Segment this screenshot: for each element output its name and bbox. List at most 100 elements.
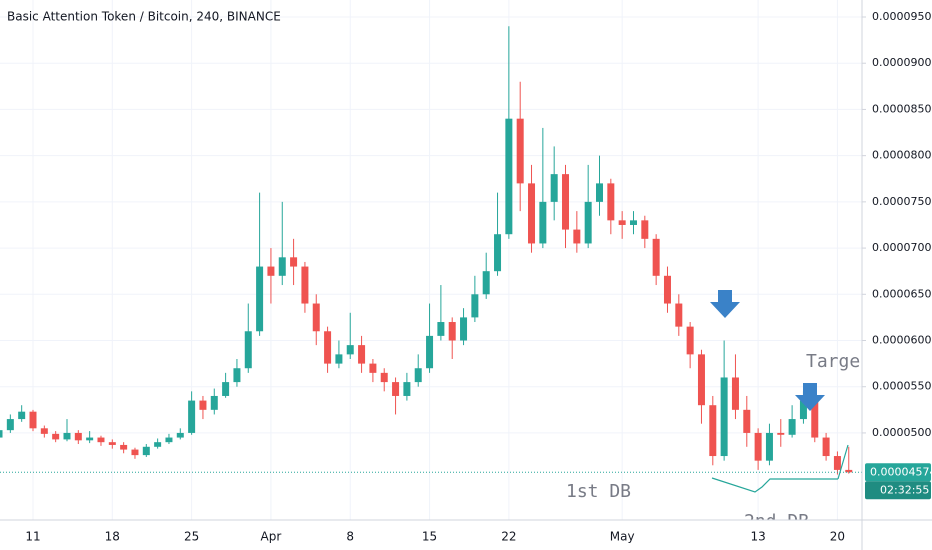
candle-body — [460, 317, 468, 341]
candle-body — [709, 405, 717, 457]
candle-body — [210, 395, 218, 410]
arrow-down — [795, 383, 825, 411]
candle-body — [97, 437, 105, 443]
x-tick-label: Apr — [261, 530, 282, 544]
pattern-line — [837, 444, 849, 480]
y-tick-label: 0.00009000 — [872, 56, 932, 69]
candle-body — [154, 442, 162, 447]
candle-body — [448, 322, 456, 341]
candle-body — [244, 331, 252, 369]
candle-body — [176, 432, 184, 438]
candle-body — [697, 354, 705, 406]
candle-body — [324, 331, 332, 364]
candle-body — [0, 430, 3, 438]
y-tick-label: 0.00007000 — [872, 241, 932, 254]
candle-body — [629, 220, 637, 225]
candle-body — [358, 345, 366, 364]
candle-body — [652, 238, 660, 276]
candle-body — [74, 432, 82, 441]
candle-body — [799, 400, 807, 420]
x-tick-label: 25 — [184, 530, 199, 544]
y-tick-label: 0.00007500 — [872, 195, 932, 208]
candle-body — [607, 183, 615, 221]
time-axis-bg — [0, 520, 932, 550]
candle-body — [562, 174, 570, 230]
candle-body — [108, 442, 116, 445]
annotation: 1st DB — [566, 481, 631, 502]
candle-body — [573, 229, 581, 244]
y-tick-label: 0.00005000 — [872, 426, 932, 439]
candle-body — [278, 257, 286, 276]
candle-body — [550, 174, 558, 202]
candle-body — [142, 446, 150, 456]
candle-body — [788, 419, 796, 435]
candle-body — [731, 377, 739, 410]
countdown-label: 02:32:55 — [880, 483, 929, 496]
x-tick-label: May — [610, 530, 635, 544]
candle-body — [256, 266, 264, 332]
pattern-line — [711, 477, 838, 493]
candle-body — [426, 335, 434, 369]
y-tick-label: 0.00006000 — [872, 334, 932, 347]
candle-body — [131, 449, 139, 456]
candle-body — [18, 411, 26, 420]
candle-body — [6, 419, 14, 431]
candle-body — [267, 266, 275, 276]
axes: 0.00005000 0.00005500 0.00006000 0.00006500… — [25, 10, 932, 543]
candle-body — [596, 183, 603, 202]
candle-body — [437, 322, 445, 336]
candle-body — [811, 400, 819, 438]
candle-body — [346, 345, 354, 355]
last-price-box — [865, 463, 931, 482]
x-tick-label: 13 — [750, 530, 765, 544]
candle-body — [222, 382, 230, 396]
y-tick-label: 0.00008500 — [872, 102, 932, 115]
candle-body — [822, 437, 830, 457]
candle-body — [618, 220, 626, 225]
x-tick-label: 22 — [501, 530, 516, 544]
price-axis-bg — [862, 0, 932, 550]
countdown-box — [865, 481, 931, 500]
y-tick-label: 0.00006500 — [872, 287, 932, 300]
candle-body — [505, 118, 513, 235]
x-tick-label: 8 — [346, 530, 354, 544]
last-price-label: 0.00004574 — [870, 465, 932, 478]
candle-body — [743, 409, 751, 433]
candle-body — [675, 303, 683, 327]
candle-body — [584, 201, 592, 244]
candle-body — [765, 432, 773, 461]
candle-body — [392, 382, 400, 396]
candle-body — [120, 444, 128, 450]
candle-body — [312, 303, 320, 332]
candle-body — [414, 368, 422, 383]
candle-body — [335, 354, 343, 364]
candle-body — [165, 437, 173, 443]
x-tick-label: 11 — [25, 530, 40, 544]
candle-body — [233, 368, 241, 383]
x-tick-label: 20 — [830, 530, 845, 544]
candle-body — [199, 400, 207, 410]
candle-body — [29, 411, 37, 429]
candle-body — [369, 363, 377, 373]
candle-body — [539, 201, 547, 244]
candle-body — [290, 257, 298, 267]
candle-body — [686, 326, 694, 355]
candle-body — [40, 428, 48, 434]
y-tick-label: 0.00008000 — [872, 149, 932, 162]
x-tick-label: 18 — [105, 530, 120, 544]
plot — [0, 26, 862, 475]
x-tick-label: 15 — [422, 530, 437, 544]
grid — [0, 0, 862, 520]
candle-body — [777, 432, 785, 435]
candle-body — [754, 432, 762, 461]
y-tick-label: 0.00005500 — [872, 380, 932, 393]
candle-body — [663, 275, 671, 304]
candle-body — [845, 469, 853, 473]
candle-body — [528, 183, 536, 244]
candle-body — [471, 294, 479, 318]
candle-body — [301, 266, 309, 304]
chart-title: Basic Attention Token / Bitcoin, 240, BI… — [7, 10, 281, 24]
candle-body — [86, 437, 94, 441]
candle-body — [494, 234, 502, 272]
